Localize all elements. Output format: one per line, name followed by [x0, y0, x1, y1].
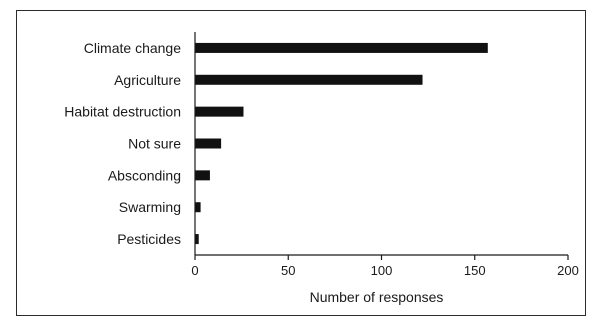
bar-agriculture — [195, 74, 423, 85]
bar-habitat-destruction — [195, 106, 244, 117]
x-tick-label: 150 — [464, 263, 486, 278]
bar-absconding — [195, 170, 210, 181]
category-label: Habitat destruction — [64, 104, 181, 120]
x-ticks-group: 0 50 100 150 200 — [191, 255, 579, 278]
category-label: Pesticides — [117, 231, 181, 247]
category-labels-group: Climate change Agriculture Habitat destruc… — [64, 40, 181, 247]
bars-group — [195, 42, 488, 245]
bar-swarming — [195, 202, 201, 213]
x-tick-label: 100 — [371, 263, 393, 278]
x-tick-label: 50 — [281, 263, 295, 278]
category-label: Absconding — [108, 167, 181, 183]
x-tick-label: 200 — [557, 263, 579, 278]
category-label: Not sure — [128, 136, 181, 152]
category-label: Swarming — [119, 199, 181, 215]
category-label: Climate change — [84, 40, 181, 56]
bar-climate-change — [195, 42, 488, 53]
bar-not-sure — [195, 138, 222, 149]
category-label: Agriculture — [114, 72, 181, 88]
x-axis-title: Number of responses — [310, 289, 444, 305]
bar-pesticides — [195, 234, 199, 245]
chart-frame — [16, 10, 586, 316]
x-tick-label: 0 — [191, 263, 198, 278]
